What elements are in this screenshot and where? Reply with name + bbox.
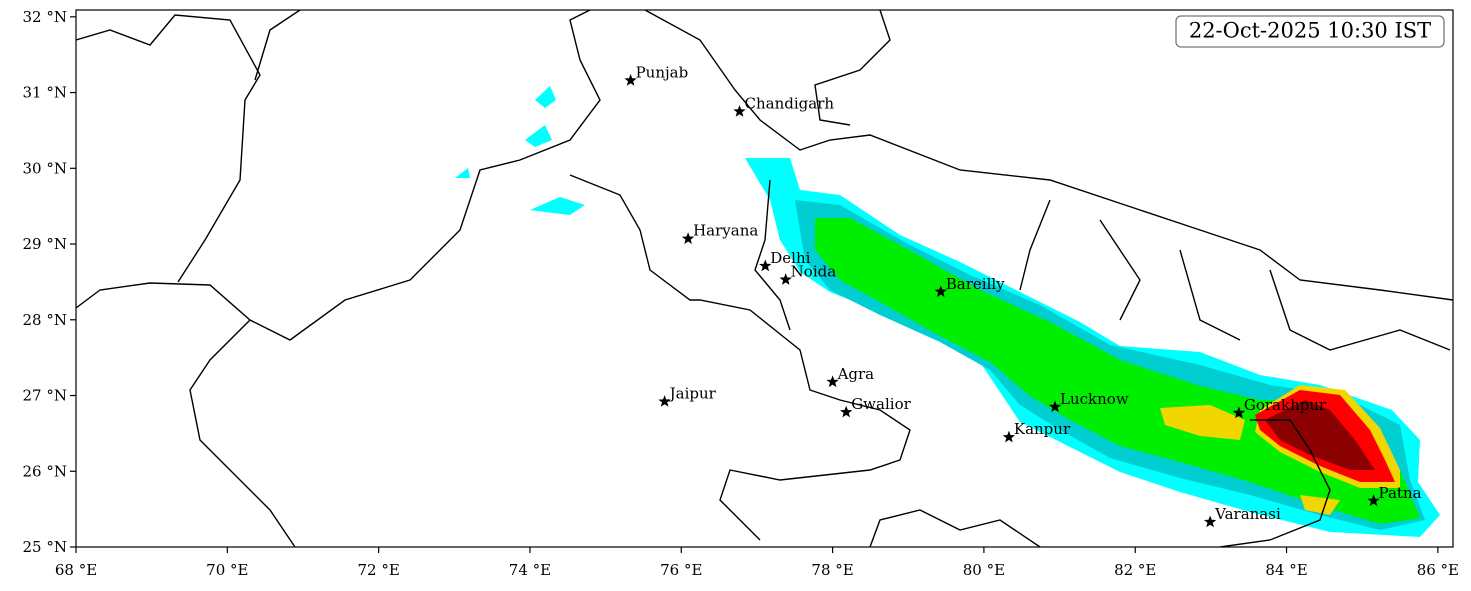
border: [644, 10, 1453, 301]
border: [76, 10, 601, 341]
y-tick-label: 27 °N: [23, 387, 67, 405]
x-tick-label: 68 °E: [55, 561, 97, 579]
city-label: Punjab: [636, 63, 689, 81]
city-label: Delhi: [770, 249, 810, 267]
city-marker: [624, 73, 637, 86]
city-label: Gorakhpur: [1244, 396, 1327, 414]
border: [1019, 199, 1451, 351]
x-tick-label: 72 °E: [357, 561, 399, 579]
border: [1219, 419, 1331, 547]
axes: 68 °E 70 °E 72 °E 74 °E 76 °E 78 °E 80 °E 82 °E…: [23, 8, 1460, 579]
x-tick-label: 70 °E: [206, 561, 248, 579]
city-marker: [1232, 406, 1246, 419]
x-tick-label: 78 °E: [811, 561, 853, 579]
border: [754, 179, 791, 331]
city-marker: [934, 285, 947, 297]
x-tick-label: 82 °E: [1114, 561, 1156, 579]
city-marker: [658, 395, 671, 407]
city-label: Varanasi: [1214, 505, 1281, 523]
city-marker: [1367, 494, 1380, 507]
x-tick-label: 80 °E: [963, 561, 1005, 579]
border: [254, 10, 301, 81]
city-marker: [733, 105, 746, 117]
rain-light: [455, 86, 585, 215]
city-marker: [779, 273, 792, 285]
city-label: Jaipur: [668, 385, 717, 403]
y-tick-label: 30 °N: [23, 159, 67, 177]
x-tick-label: 74 °E: [509, 561, 551, 579]
city-label: Patna: [1379, 484, 1422, 502]
precipitation: [455, 86, 1440, 537]
border: [569, 174, 911, 541]
boundaries: [76, 10, 1453, 547]
city-label: Kanpur: [1014, 420, 1071, 438]
x-tick-label: 84 °E: [1265, 561, 1307, 579]
y-tick-label: 31 °N: [23, 84, 67, 102]
timestamp-box: [1175, 15, 1445, 48]
city-label: Chandigarh: [745, 94, 835, 112]
city-marker: [840, 405, 853, 418]
city-marker: [826, 375, 839, 388]
city-label: Agra: [837, 365, 875, 383]
timestamp: 22-Oct-2025 10:30 IST: [1189, 19, 1431, 43]
city-label: Lucknow: [1060, 390, 1129, 408]
city-marker: [681, 232, 695, 244]
city-label: Gwalior: [851, 395, 911, 413]
city-label: Bareilly: [946, 275, 1005, 293]
x-tick-label: 86 °E: [1417, 561, 1459, 579]
city-marker: [1204, 515, 1217, 528]
rain-heavy: [815, 218, 1420, 524]
border: [814, 10, 891, 126]
border: [189, 319, 296, 547]
y-tick-label: 32 °N: [23, 8, 67, 26]
y-tick-label: 26 °N: [23, 462, 67, 480]
rain-extreme: [1265, 400, 1375, 470]
city-marker: [1002, 430, 1016, 443]
city-marker: [1048, 400, 1062, 413]
y-tick-label: 28 °N: [23, 311, 67, 329]
plot-frame: [75, 9, 1454, 548]
city-marker: [759, 259, 772, 272]
city-label: Noida: [791, 263, 837, 281]
y-tick-label: 29 °N: [23, 235, 67, 253]
border: [76, 14, 261, 283]
city-label: Haryana: [693, 222, 758, 240]
y-tick-label: 25 °N: [23, 538, 67, 556]
x-tick-label: 76 °E: [660, 561, 702, 579]
border: [869, 509, 1041, 547]
